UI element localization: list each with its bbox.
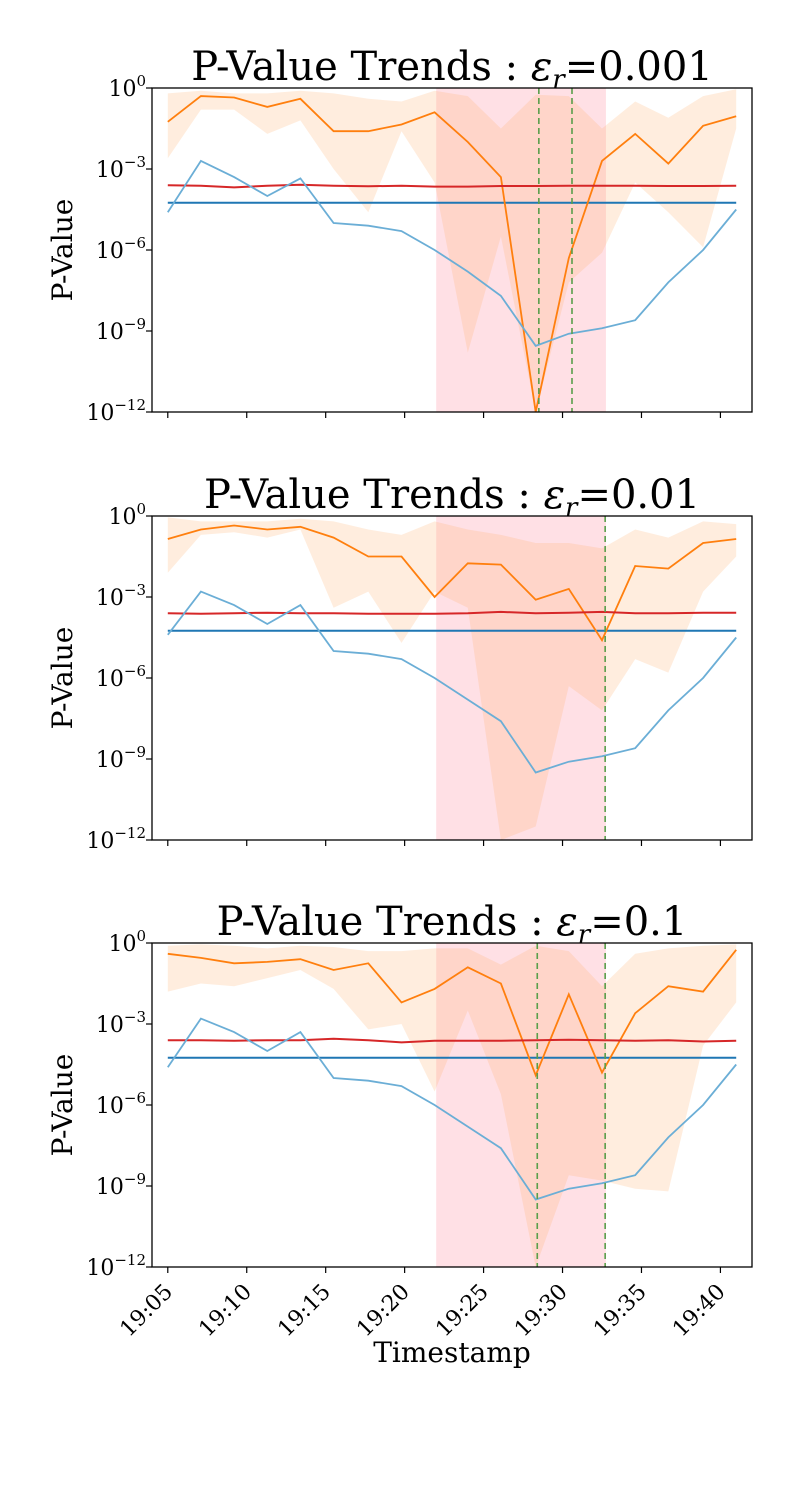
plot-area [167,943,737,1267]
y-tick-label: 10−9 [96,743,146,773]
y-tick-label: 10−3 [96,581,146,611]
series-line-1 [167,524,737,643]
anomaly-window [436,88,606,412]
x-tick-label: 19:15 [273,1280,336,1343]
series-line-3 [167,590,737,774]
chart-title: P-Value Trends : εr=0.01 [204,472,700,523]
x-axis-label: Timestamp [373,1336,531,1369]
series-line-1 [167,949,737,1078]
y-tick-label: 10−12 [86,396,146,426]
y-tick-label: 10−6 [96,234,146,264]
confidence-band [167,517,737,840]
y-tick-label: 10−9 [96,1170,146,1200]
series-line-3 [167,159,737,347]
x-tick-label: 19:30 [510,1280,573,1343]
y-tick-label: 10−3 [96,153,146,183]
y-axis-label: P-Value [46,199,79,302]
x-tick-label: 19:05 [116,1280,179,1343]
chart-panel-1: 100 10−3 10−6 10−9 10−12 P-Value Trends : εr=… [46,44,753,426]
y-tick-label: 100 [108,500,146,530]
y-axis-label: P-Value [46,627,79,730]
y-tick-label: 10−12 [86,1251,146,1281]
series-line-2 [167,1037,737,1044]
chart-title: P-Value Trends : εr=0.1 [217,899,688,950]
series-line-2 [167,610,737,615]
y-tick-label: 10−3 [96,1008,146,1038]
x-tick-label: 19:25 [431,1280,494,1343]
x-tick-label: 19:40 [668,1280,731,1343]
x-tick-label: 19:10 [194,1280,257,1343]
anomaly-window [436,516,606,840]
chart-panel-2: 100 10−3 10−6 10−9 10−12 P-Value Trends : εr=… [46,472,753,854]
series-line-1 [167,95,737,412]
y-tick-label: 10−12 [86,824,146,854]
y-tick-label: 10−6 [96,662,146,692]
y-axis-label: P-Value [46,1054,79,1157]
x-tick-label: 19:35 [589,1280,652,1343]
plot-area [167,88,737,412]
confidence-band [167,944,737,1267]
chart-title: P-Value Trends : εr=0.001 [191,44,713,95]
confidence-band [167,89,737,412]
series-line-3 [167,1017,737,1201]
series-line-2 [167,183,737,189]
y-tick-label: 10−9 [96,315,146,345]
anomaly-window [436,943,606,1267]
x-tick-label: 19:20 [352,1280,415,1343]
y-tick-label: 100 [108,927,146,957]
plot-area [167,516,737,840]
y-tick-label: 10−6 [96,1089,146,1119]
y-tick-label: 100 [108,72,146,102]
